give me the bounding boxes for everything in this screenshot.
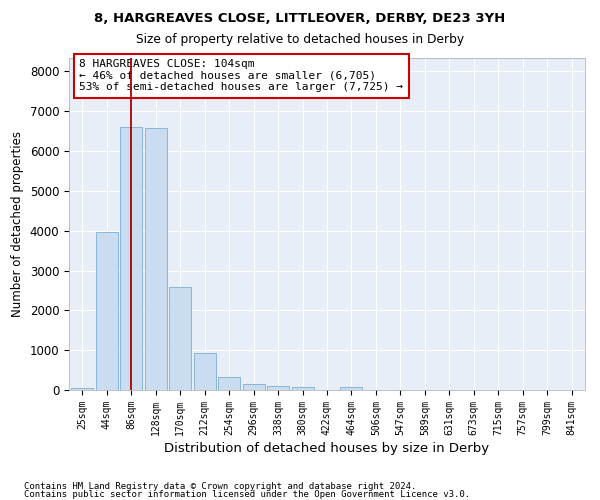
Bar (145, 128, 167, 390)
Bar (218, 378, 240, 390)
Bar (340, 387, 362, 390)
Bar (194, 353, 216, 390)
Bar (71, 388, 94, 390)
X-axis label: Distribution of detached houses by size in Derby: Distribution of detached houses by size … (164, 442, 490, 455)
Y-axis label: Number of detached properties: Number of detached properties (11, 130, 24, 317)
Bar (169, 288, 191, 390)
Bar (267, 386, 289, 390)
Bar (242, 384, 265, 390)
Bar (292, 388, 314, 390)
Bar (96, 232, 118, 390)
Text: Contains HM Land Registry data © Crown copyright and database right 2024.: Contains HM Land Registry data © Crown c… (24, 482, 416, 491)
Text: Contains public sector information licensed under the Open Government Licence v3: Contains public sector information licen… (24, 490, 470, 499)
Text: Size of property relative to detached houses in Derby: Size of property relative to detached ho… (136, 32, 464, 46)
Bar (121, 127, 142, 390)
Text: 8, HARGREAVES CLOSE, LITTLEOVER, DERBY, DE23 3YH: 8, HARGREAVES CLOSE, LITTLEOVER, DERBY, … (94, 12, 506, 26)
Text: 8 HARGREAVES CLOSE: 104sqm
← 46% of detached houses are smaller (6,705)
53% of s: 8 HARGREAVES CLOSE: 104sqm ← 46% of deta… (79, 59, 403, 92)
